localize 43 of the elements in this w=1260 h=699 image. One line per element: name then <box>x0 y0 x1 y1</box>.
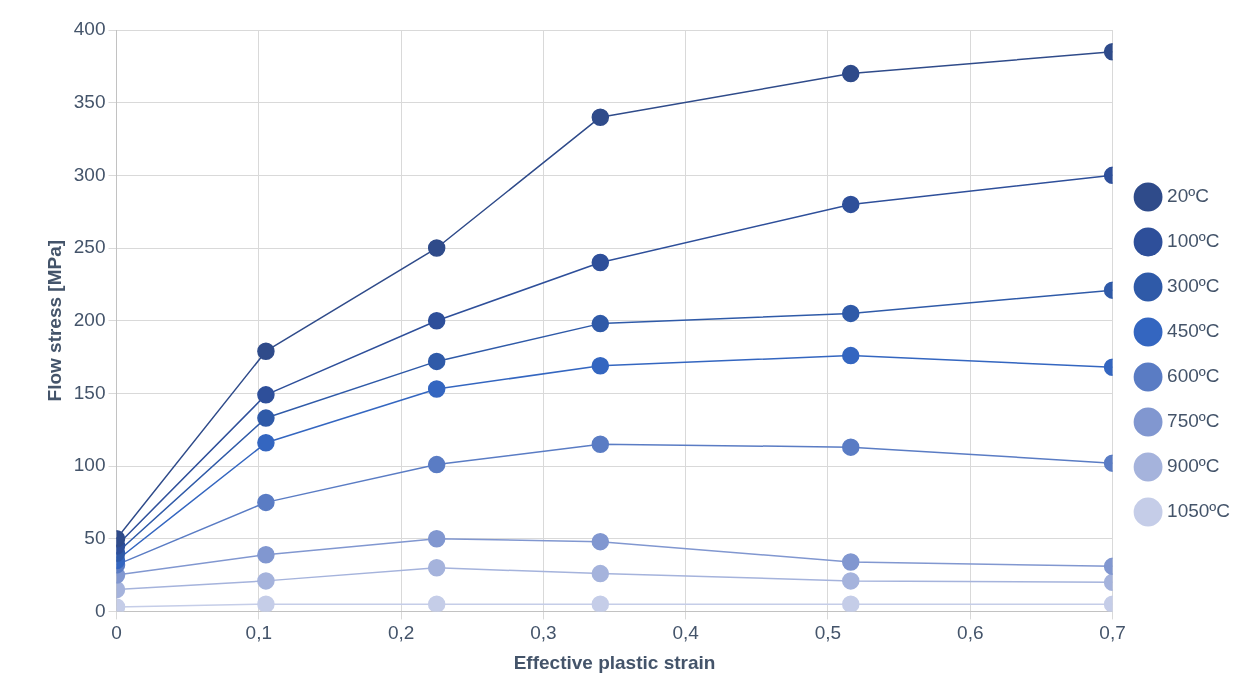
point <box>591 357 610 375</box>
y-tick-label: 250 <box>73 236 106 258</box>
legend-label: 450ºC <box>1167 320 1220 342</box>
point <box>427 455 446 474</box>
x-axis-title: Effective plastic strain <box>513 651 716 673</box>
y-tick-label: 100 <box>73 454 106 476</box>
x-tick-label: 0,7 <box>1099 622 1126 644</box>
legend-label: 750ºC <box>1167 410 1220 432</box>
y-tick-label: 150 <box>73 381 106 403</box>
x-tick-label: 0,2 <box>387 622 415 644</box>
point <box>591 108 610 126</box>
legend-label: 900ºC <box>1167 455 1220 477</box>
point <box>591 564 610 583</box>
x-tick-label: 0,6 <box>957 622 984 644</box>
legend-label: 600ºC <box>1167 365 1220 387</box>
point <box>427 352 446 371</box>
y-tick-label: 350 <box>73 90 106 112</box>
point <box>427 595 446 612</box>
x-tick-label: 0 <box>111 622 122 644</box>
legend-label: 100ºC <box>1167 230 1220 252</box>
y-tick-label: 200 <box>73 308 106 330</box>
y-tick-label: 0 <box>94 599 106 621</box>
y-tick-label: 50 <box>84 526 106 548</box>
point <box>427 529 446 548</box>
point <box>427 559 446 577</box>
legend-label: 300ºC <box>1167 275 1220 297</box>
y-axis-title: Flow stress [MPa] <box>43 239 65 402</box>
point <box>427 311 446 330</box>
x-tick-label: 0,5 <box>814 622 842 644</box>
x-tick-label: 0,4 <box>672 622 700 644</box>
point <box>591 532 610 551</box>
x-tick-label: 0,3 <box>530 622 557 644</box>
x-tick-label: 0,1 <box>245 622 273 644</box>
point <box>591 253 610 272</box>
y-tick-label: 400 <box>73 18 106 40</box>
point <box>591 595 610 612</box>
point <box>591 435 610 453</box>
legend-label: 1050ºC <box>1167 500 1231 522</box>
point <box>427 239 446 257</box>
point <box>427 380 446 398</box>
legend-label: 20ºC <box>1167 185 1209 207</box>
y-tick-label: 300 <box>73 163 106 185</box>
point <box>591 314 610 333</box>
